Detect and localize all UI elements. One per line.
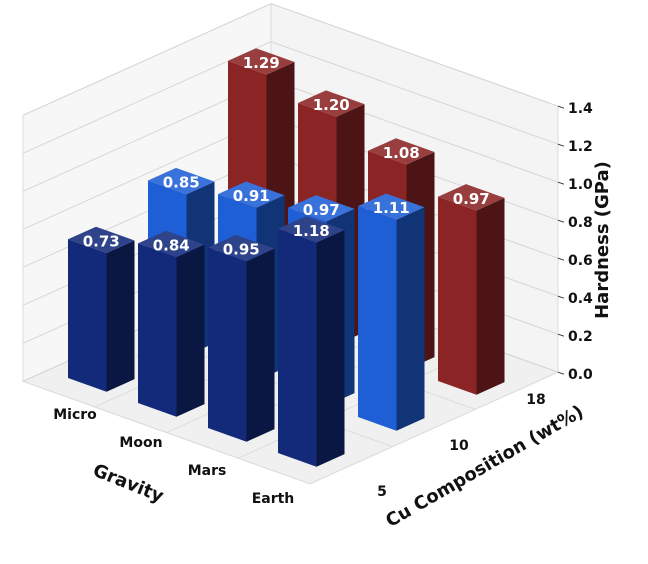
x-tick-label: Moon — [119, 435, 162, 451]
bar-front — [438, 196, 477, 395]
bar-side — [316, 229, 345, 467]
bar-front — [208, 247, 247, 442]
value-label: 1.11 — [373, 199, 410, 217]
value-label: 0.91 — [233, 187, 270, 205]
bar-front — [138, 243, 177, 417]
z-tick — [557, 105, 565, 109]
bar-side — [106, 240, 135, 392]
bar-top — [278, 216, 345, 243]
x-tick-label: Micro — [53, 407, 97, 423]
bar-top — [298, 90, 365, 117]
value-label: 1.29 — [243, 54, 280, 72]
y-tick-label: 10 — [449, 438, 469, 454]
bar-top — [148, 167, 215, 195]
bar-top — [218, 181, 285, 208]
bar-top — [288, 195, 355, 222]
bar-top — [358, 193, 425, 220]
bar — [438, 184, 505, 395]
bar-side — [396, 207, 425, 431]
value-label: 0.95 — [223, 241, 260, 259]
x-axis-title: Gravity — [90, 460, 167, 507]
x-tick-label: Earth — [252, 491, 295, 507]
x-tick-label: Mars — [188, 463, 227, 479]
value-label: 1.08 — [383, 144, 420, 162]
grid-line — [22, 41, 559, 154]
value-label: 0.97 — [303, 201, 340, 219]
value-label: 0.84 — [153, 236, 190, 254]
value-label: 0.97 — [453, 190, 490, 208]
bar-top — [368, 138, 435, 165]
z-tick — [557, 257, 565, 261]
z-tick-label: 0.4 — [568, 291, 593, 307]
bar-top — [438, 184, 505, 211]
y-tick-label: 18 — [526, 392, 545, 408]
value-label: 0.73 — [83, 232, 120, 250]
z-tick — [557, 371, 565, 375]
z-tick-label: 1.2 — [568, 139, 593, 155]
z-tick — [557, 143, 565, 147]
bar-front — [278, 228, 317, 467]
bar-top — [138, 230, 205, 258]
bar — [68, 226, 135, 392]
z-tick-label: 0.2 — [568, 329, 593, 345]
floor-grid — [22, 380, 311, 485]
z-tick — [557, 219, 565, 223]
bar — [138, 230, 205, 417]
z-tick-label: 1.0 — [568, 177, 593, 193]
z-tick — [557, 295, 565, 299]
bar — [208, 234, 275, 442]
z-tick-label: 0.6 — [568, 253, 593, 269]
floor-grid — [309, 371, 559, 485]
value-label: 0.85 — [163, 174, 200, 192]
bar-top — [228, 48, 295, 75]
bar-front — [68, 239, 107, 392]
value-label: 1.20 — [313, 96, 350, 114]
bar — [278, 216, 345, 467]
z-tick-label: 0.8 — [568, 215, 593, 231]
bar-side — [476, 197, 505, 395]
bar-side — [176, 244, 205, 417]
z-tick — [557, 333, 565, 337]
bar-top — [68, 226, 135, 254]
bar — [358, 193, 425, 431]
bar-top — [208, 234, 275, 262]
y-tick-label: 5 — [377, 484, 387, 500]
bar-front — [358, 206, 397, 431]
grid-line — [22, 3, 559, 116]
value-label: 1.18 — [293, 222, 330, 240]
z-axis-title: Hardness (GPa) — [592, 161, 613, 319]
z-tick — [557, 181, 565, 185]
z-tick-label: 0.0 — [568, 367, 593, 383]
bar-side — [246, 248, 275, 442]
z-tick-label: 1.4 — [568, 101, 593, 117]
